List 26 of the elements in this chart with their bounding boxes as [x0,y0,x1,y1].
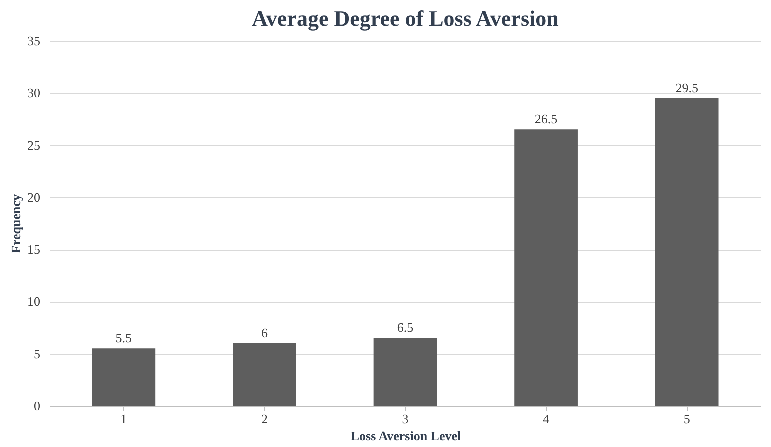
data-label: 6 [261,325,268,340]
x-tick-label: 1 [120,412,128,426]
x-axis-title: Loss Aversion Level [350,428,462,444]
bar [655,98,719,406]
y-tick-label: 30 [28,86,40,101]
x-tick-label: 5 [684,412,690,426]
y-tick-label: 20 [28,190,40,205]
data-label: 26.5 [534,112,558,127]
y-tick-label: 10 [28,294,40,310]
bar [233,343,296,406]
chart-title: Average Degree of Loss Aversion [252,6,559,31]
y-tick-label: 5 [34,346,40,362]
data-label: 29.5 [676,80,698,96]
bar [514,130,578,406]
y-tick-label: 0 [34,398,40,414]
x-tick-label: 4 [543,412,550,426]
bar [92,348,156,406]
bar [374,338,438,406]
data-label: 6.5 [397,320,414,336]
y-tick-label: 15 [28,242,40,258]
data-label: 5.5 [116,330,132,346]
y-tick-label: 35 [28,34,40,48]
x-tick-label: 2 [261,412,268,426]
x-tick-label: 3 [402,412,409,426]
y-tick-label: 25 [28,138,40,153]
y-axis-title: Frequency [8,194,24,254]
